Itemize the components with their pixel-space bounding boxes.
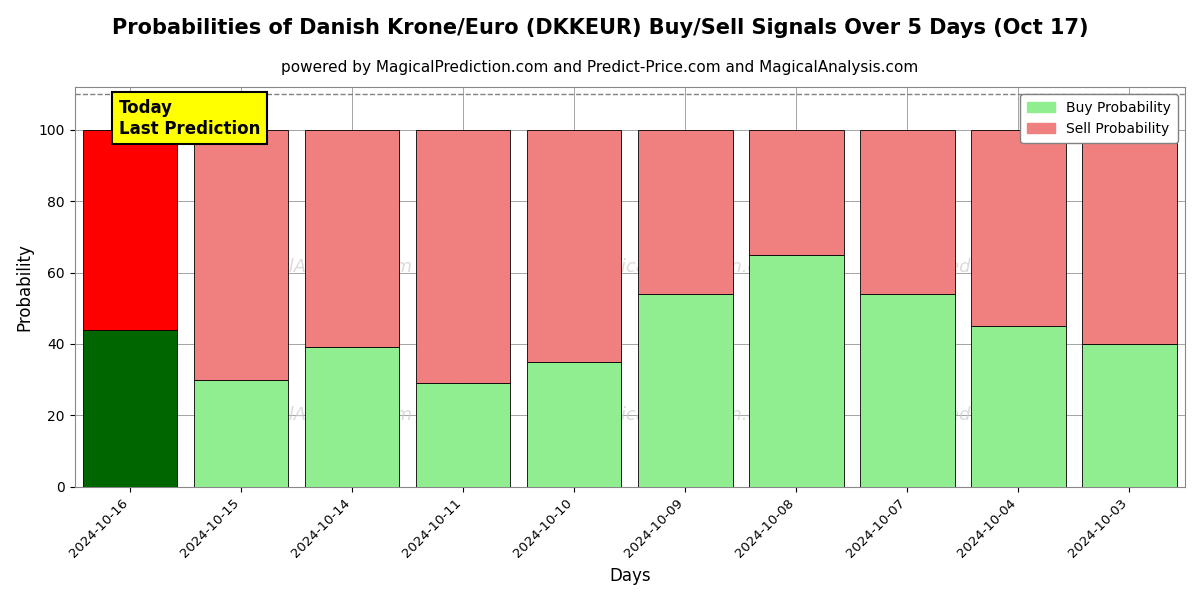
Bar (194, 130, 288, 380)
Text: Today
Last Prediction: Today Last Prediction (119, 99, 260, 138)
Bar (860, 294, 955, 487)
Bar (305, 130, 400, 347)
Bar (83, 130, 178, 329)
X-axis label: Days: Days (610, 567, 650, 585)
Bar (1082, 130, 1177, 344)
Bar (860, 130, 955, 294)
Bar (305, 347, 400, 487)
Text: MagicalPrediction.com: MagicalPrediction.com (584, 406, 787, 424)
Bar (1082, 344, 1177, 487)
Bar (83, 329, 178, 487)
Text: MagicalAnalysis.com: MagicalAnalysis.com (226, 406, 413, 424)
Bar (638, 130, 732, 294)
Y-axis label: Probability: Probability (16, 243, 34, 331)
Text: MagicalPrediction.com: MagicalPrediction.com (584, 258, 787, 276)
Bar (416, 130, 510, 383)
Bar (749, 254, 844, 487)
Legend: Buy Probability, Sell Probability: Buy Probability, Sell Probability (1020, 94, 1178, 143)
Bar (527, 130, 622, 362)
Bar (638, 294, 732, 487)
Text: MagicalPrediction.com: MagicalPrediction.com (862, 258, 1064, 276)
Text: MagicalAnalysis.com: MagicalAnalysis.com (226, 258, 413, 276)
Text: Probabilities of Danish Krone/Euro (DKKEUR) Buy/Sell Signals Over 5 Days (Oct 17: Probabilities of Danish Krone/Euro (DKKE… (112, 18, 1088, 38)
Text: MagicalPrediction.com: MagicalPrediction.com (862, 406, 1064, 424)
Bar (971, 326, 1066, 487)
Bar (527, 362, 622, 487)
Bar (749, 130, 844, 254)
Bar (971, 130, 1066, 326)
Bar (416, 383, 510, 487)
Text: powered by MagicalPrediction.com and Predict-Price.com and MagicalAnalysis.com: powered by MagicalPrediction.com and Pre… (281, 60, 919, 75)
Bar (194, 380, 288, 487)
